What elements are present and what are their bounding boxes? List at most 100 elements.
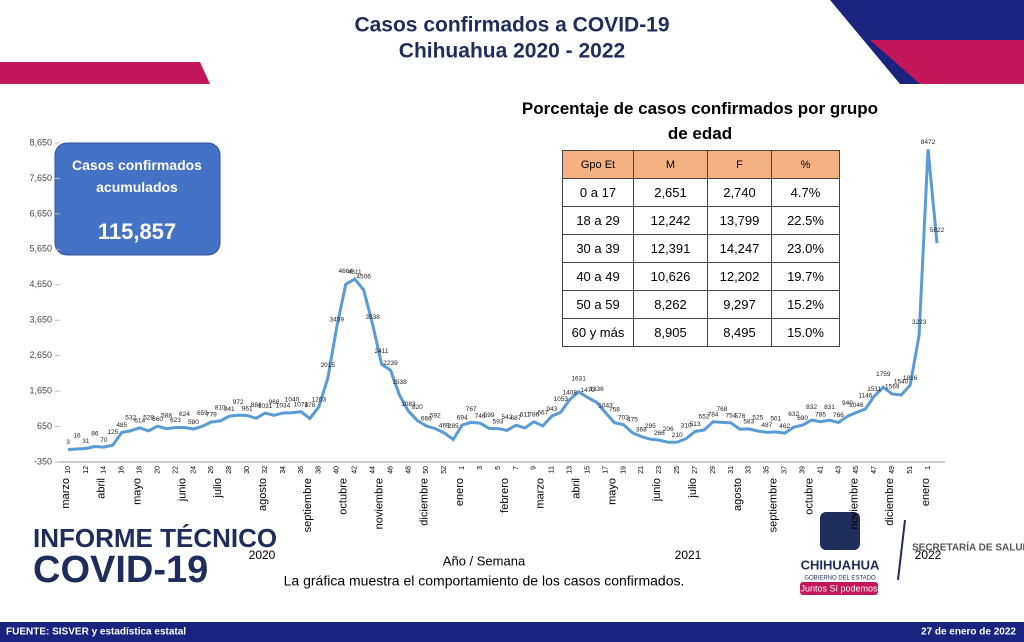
data-label: 1408 — [562, 389, 577, 396]
table-row: Gpo Et M F% — [562, 150, 840, 179]
table-cell: 12,242 — [633, 206, 708, 235]
y-tick-label: 650 — [37, 421, 52, 431]
data-label: 462 — [779, 423, 790, 430]
data-label: 599 — [484, 412, 495, 419]
data-label: 1511 — [867, 386, 881, 393]
month-label: septiembre — [768, 478, 780, 532]
x-tick-label: 25 — [674, 466, 681, 474]
table-cell: 10,626 — [633, 262, 708, 291]
data-label: 1043 — [598, 402, 613, 409]
data-label: 70 — [100, 437, 108, 444]
y-tick-label: -350 — [34, 456, 52, 466]
data-label: 779 — [206, 412, 217, 419]
table-row: 18 a 29 12,242 13,799 22.5% — [562, 206, 840, 235]
x-tick-label: 44 — [369, 466, 376, 474]
x-tick-label: 20 — [154, 466, 161, 474]
table-cell: Gpo Et — [562, 150, 634, 179]
table-row: 60 y más 8,905 8,495 15.0% — [562, 318, 840, 347]
data-label: 3223 — [912, 319, 927, 326]
data-label: 542 — [502, 414, 513, 421]
data-label: 1538 — [392, 379, 407, 386]
data-label: 767 — [466, 406, 477, 413]
data-label: 368 — [636, 426, 647, 433]
data-label: 785 — [815, 411, 826, 418]
month-label: enero — [920, 478, 932, 506]
table-row: 30 a 39 12,391 14,247 23.0% — [562, 234, 840, 263]
data-label: 2239 — [383, 360, 398, 367]
x-tick-label: 41 — [817, 466, 824, 474]
year-label: 2022 — [915, 548, 942, 562]
x-tick-label: 52 — [441, 466, 448, 474]
data-label: 666 — [421, 416, 432, 423]
x-tick-label: 11 — [549, 466, 556, 473]
data-label: 593 — [493, 418, 504, 425]
state: CHIHUAHUA — [801, 557, 880, 572]
x-tick-label: 10 — [65, 466, 72, 474]
data-label: 1083 — [401, 401, 416, 408]
data-label: 1336 — [589, 386, 604, 393]
x-tick-label: 14 — [101, 466, 108, 474]
x-tick-label: 33 — [746, 466, 753, 474]
table-title: Porcentaje de casos confirmados por grup… — [521, 99, 879, 143]
report: INFORME TÉCNICO — [33, 523, 277, 553]
year-label: 2020 — [249, 548, 276, 562]
data-label: 31 — [82, 438, 90, 445]
summary-label: Casos confirmados acumulados — [72, 157, 202, 195]
data-label: 1470 — [580, 387, 595, 394]
x-tick-label: 23 — [656, 466, 663, 474]
data-label: 786 — [528, 411, 539, 418]
month-label: noviembre — [848, 478, 860, 529]
table-cell: 15.2% — [771, 290, 840, 319]
data-label: 469 — [439, 423, 450, 430]
data-label: 295 — [645, 423, 656, 430]
summary-label: Casos confirmados acumulados — [72, 157, 202, 195]
band — [0, 62, 210, 84]
x-tick-label: 27 — [692, 466, 699, 474]
table-cell: 14,247 — [707, 234, 772, 263]
month-label: agosto — [257, 478, 269, 511]
table-cell: 12,202 — [707, 262, 772, 291]
crest — [820, 512, 860, 550]
table-cell: 30 a 39 — [562, 234, 634, 263]
x-tick-label: 46 — [387, 466, 394, 474]
data-label: 528 — [143, 415, 154, 422]
data-label: 1631 — [571, 376, 586, 383]
table-cell: 2,740 — [707, 178, 772, 207]
data-label: 941 — [224, 406, 235, 413]
month-label: julio — [687, 478, 699, 499]
date: 27 de enero de 2022 — [921, 627, 1016, 638]
data-label: 758 — [609, 406, 620, 413]
x-tick-label: 18 — [137, 466, 144, 474]
table-cell: 18 a 29 — [562, 206, 634, 235]
table-cell: 13,799 — [707, 206, 772, 235]
data-label: 475 — [627, 416, 638, 423]
data-label: 623 — [170, 417, 181, 424]
data-label: 266 — [654, 430, 665, 437]
table-cell: 40 a 49 — [562, 262, 634, 291]
x-tick-label: 13 — [567, 466, 574, 474]
x-tick-label: 32 — [262, 466, 269, 474]
summary-value: 115,857 — [98, 219, 176, 244]
data-label: 210 — [672, 432, 683, 439]
data-label: 614 — [134, 418, 145, 425]
x-axis-label: Año / Semana — [443, 553, 526, 568]
gov: GOBIERNO DEL ESTADO — [804, 576, 876, 582]
x-tick-label: 34 — [280, 466, 287, 474]
data-label: 525 — [752, 415, 763, 422]
month-label: junio — [176, 478, 188, 502]
x-tick-label: 49 — [889, 466, 896, 474]
year-label: 2021 — [675, 548, 702, 562]
data-label: 580 — [188, 419, 199, 426]
x-tick-label: 12 — [83, 466, 90, 474]
data-label: 513 — [690, 421, 701, 428]
x-tick-label: 43 — [835, 466, 842, 474]
data-label: 810 — [215, 405, 226, 412]
x-tick-label: 47 — [871, 466, 878, 474]
data-label: 588 — [161, 412, 172, 419]
data-label: 1146 — [858, 393, 872, 400]
data-label: 687 — [511, 415, 522, 422]
data-label: 943 — [546, 406, 557, 413]
table-cell: 8,905 — [633, 318, 708, 347]
data-label: 768 — [717, 406, 728, 413]
data-label: 3 — [66, 439, 70, 446]
